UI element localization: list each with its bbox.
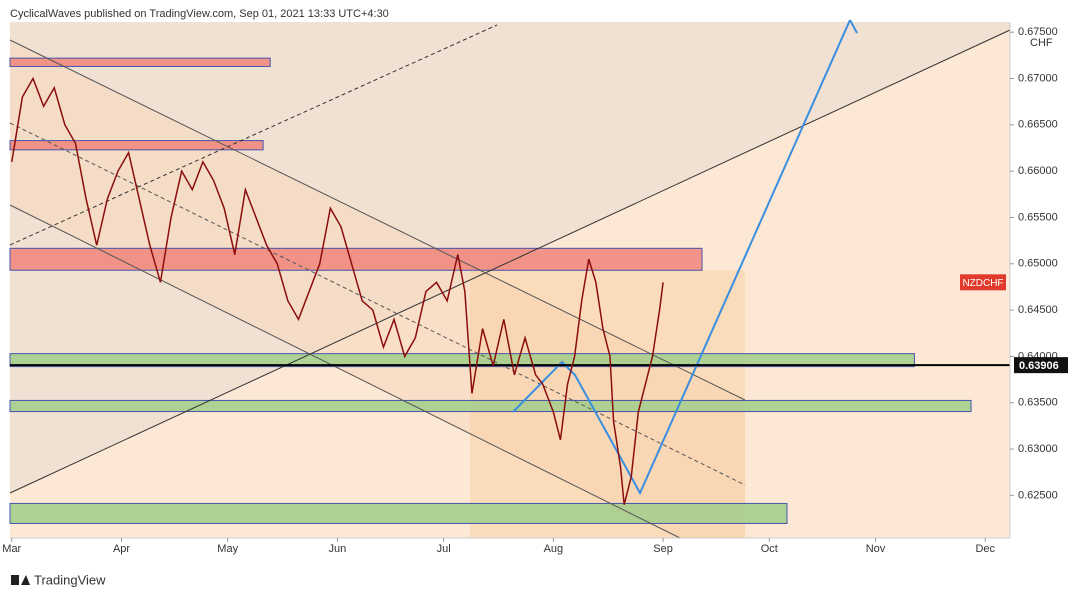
x-tick-label: Dec	[975, 543, 995, 555]
y-tick-label: 0.65000	[1018, 258, 1058, 270]
x-tick-label: Oct	[761, 543, 778, 555]
x-tick-label: Mar	[2, 543, 21, 555]
logo	[11, 575, 30, 585]
channel-upper	[9, 39, 746, 401]
y-tick-label: 0.62500	[1018, 489, 1058, 501]
y-tick-label: 0.63500	[1018, 397, 1058, 409]
dashed-line	[9, 24, 498, 246]
y-tick-label: 0.64500	[1018, 304, 1058, 316]
x-tick-label: Nov	[866, 543, 886, 555]
y-tick-label: 0.67000	[1018, 72, 1058, 84]
zone	[9, 247, 703, 271]
x-tick-label: Apr	[113, 543, 130, 555]
zone	[9, 140, 264, 151]
price-label: 0.63906	[1019, 360, 1059, 372]
y-tick-label: 0.66000	[1018, 165, 1058, 177]
x-tick-label: Aug	[544, 543, 564, 555]
price-line	[11, 76, 664, 505]
zone	[9, 353, 915, 368]
projection-tip	[849, 19, 858, 34]
x-tick-label: Jun	[329, 543, 347, 555]
zone	[9, 502, 788, 524]
footer: TradingView	[34, 572, 106, 587]
projection	[512, 19, 851, 496]
x-tick-label: May	[217, 543, 238, 555]
x-tick-label: Jul	[437, 543, 451, 555]
y-tick-label: 0.67500	[1018, 26, 1058, 38]
symbol-label: NZDCHF	[962, 278, 1003, 289]
trend-line	[9, 29, 1011, 494]
currency: CHF	[1030, 37, 1053, 49]
y-tick-label: 0.66500	[1018, 119, 1058, 131]
y-tick-label: 0.63000	[1018, 443, 1058, 455]
header: CyclicalWaves published on TradingView.c…	[10, 8, 389, 20]
zone	[9, 57, 271, 67]
channel-mid	[9, 122, 746, 486]
y-tick-label: 0.65500	[1018, 211, 1058, 223]
symbol-label-box	[960, 274, 1006, 291]
price-label-box	[1014, 357, 1068, 374]
x-tick-label: Sep	[653, 543, 673, 555]
channel-lower	[9, 204, 681, 539]
zone	[9, 399, 972, 413]
